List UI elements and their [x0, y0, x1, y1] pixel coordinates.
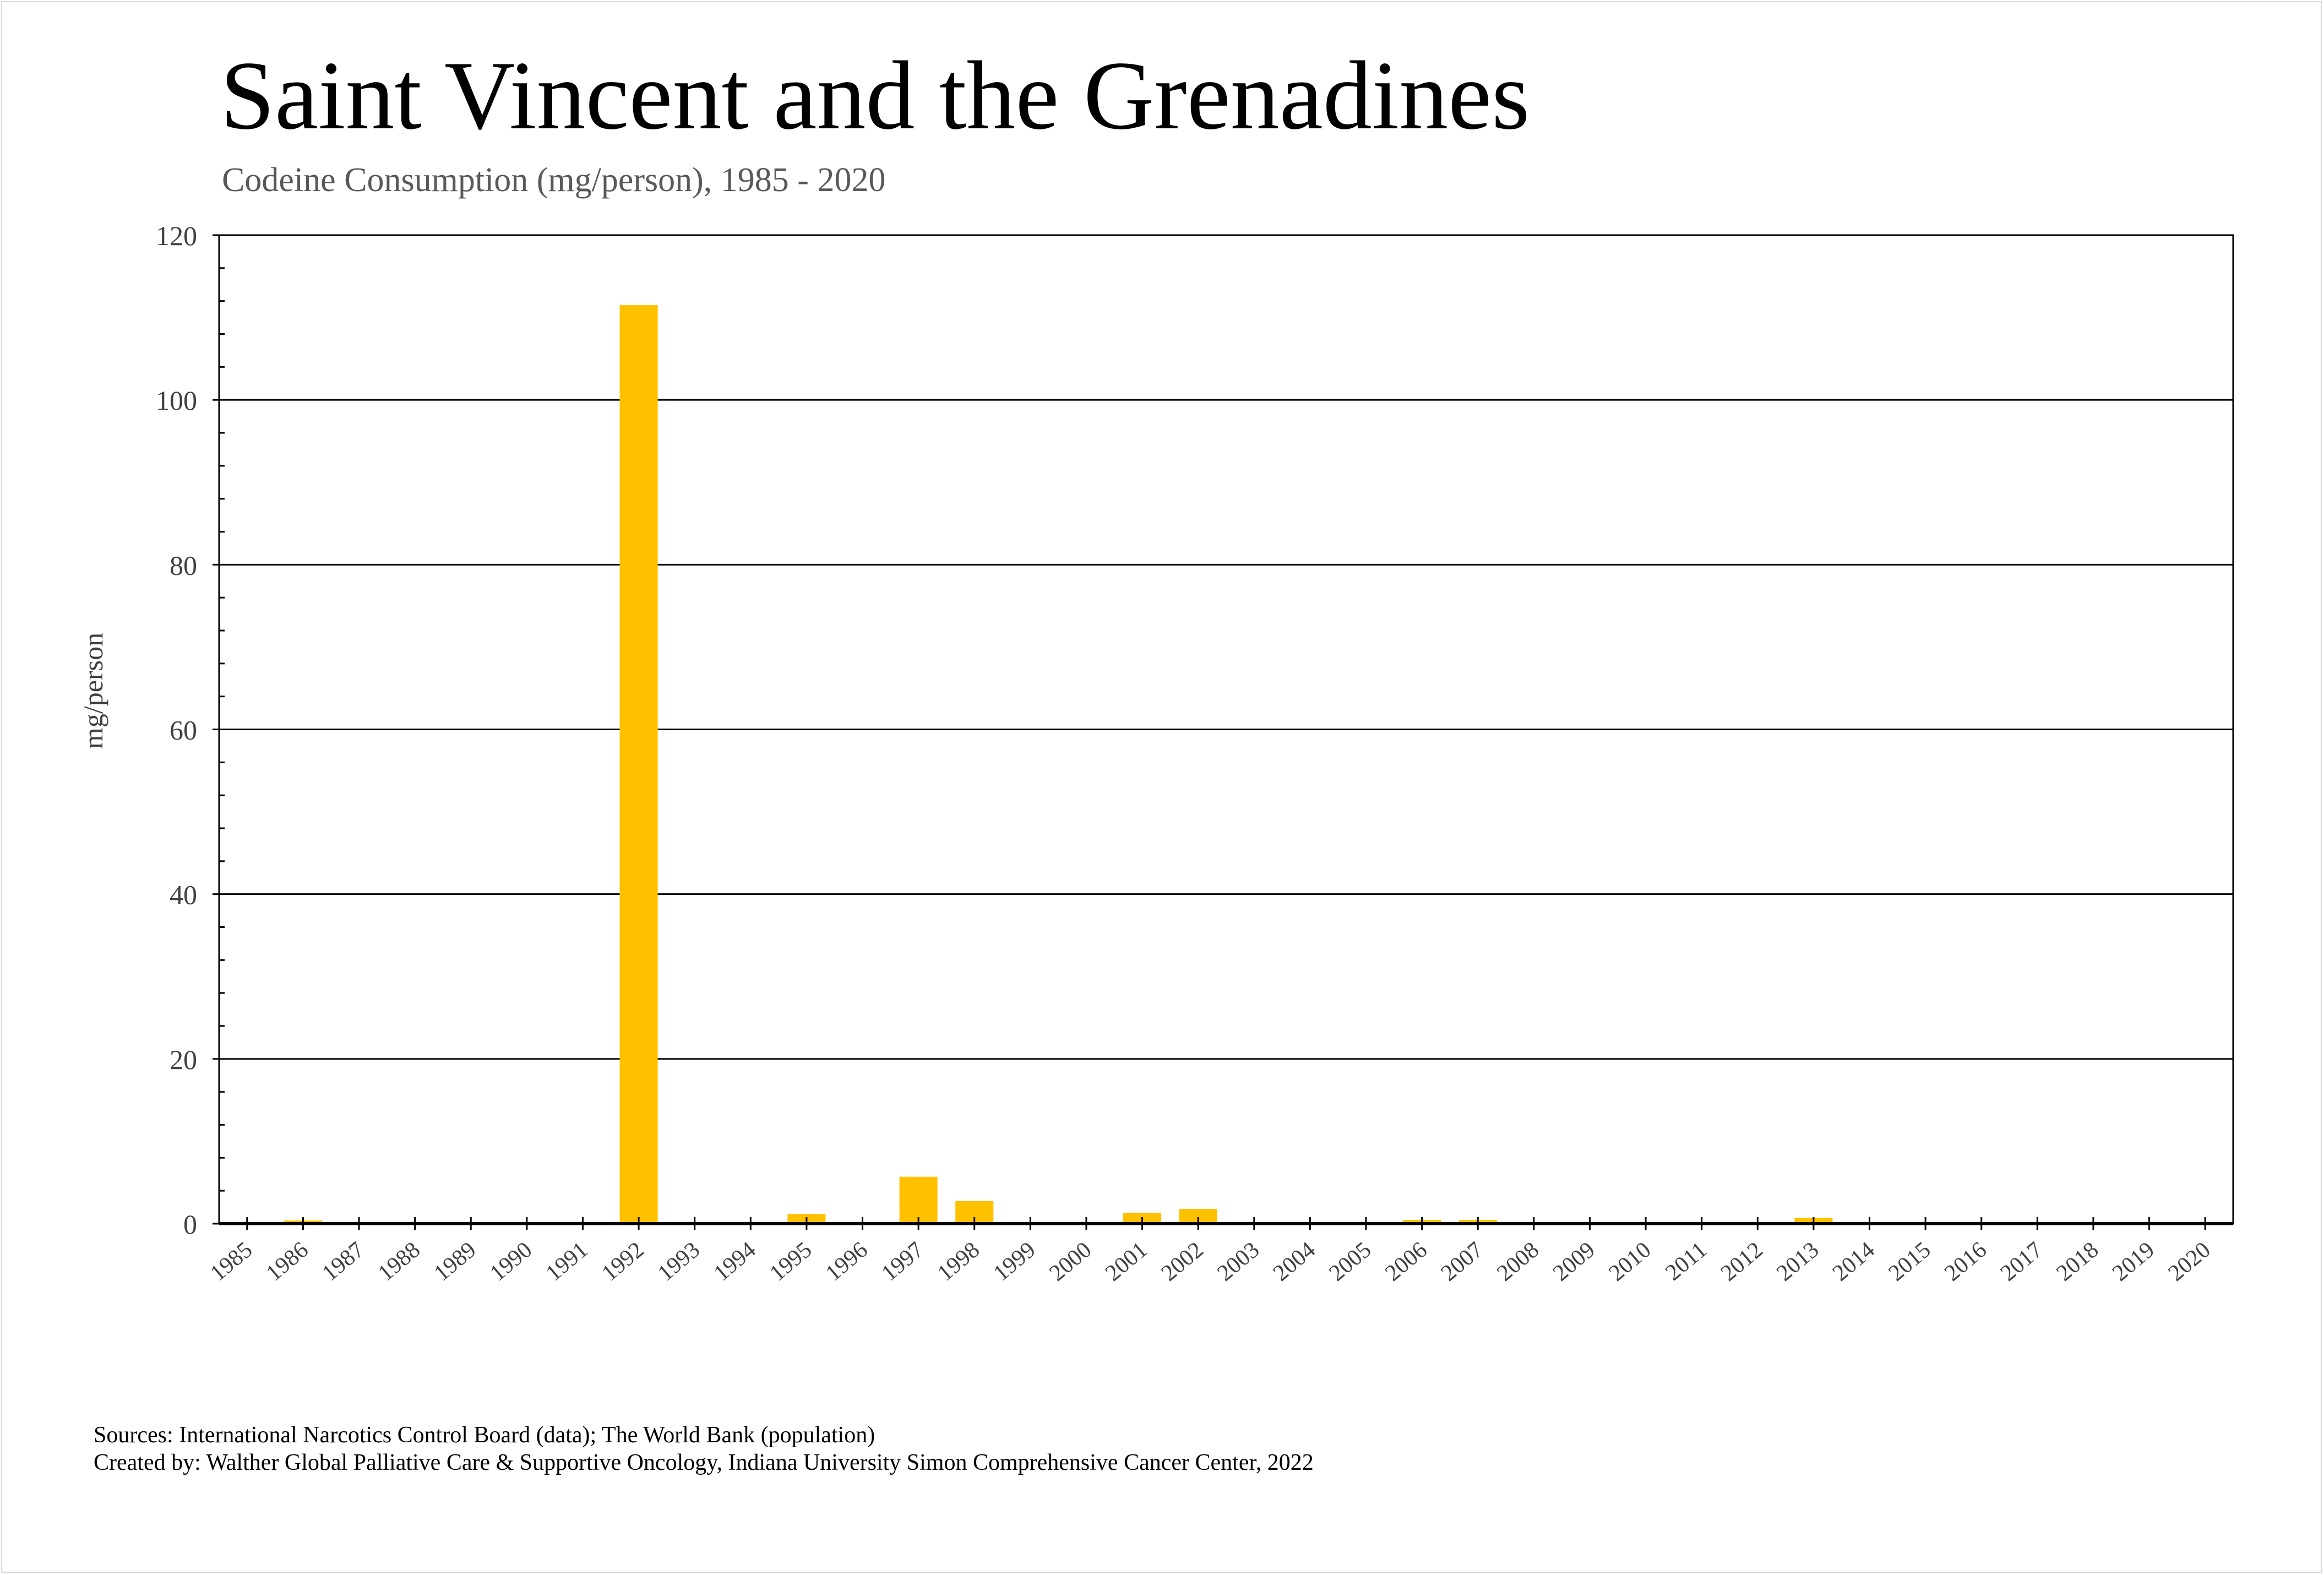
chart-subtitle: Codeine Consumption (mg/person), 1985 - …: [222, 161, 886, 199]
x-tick-label: 1988: [373, 1237, 425, 1286]
bar-1997: [899, 1176, 938, 1224]
y-tick-label: 20: [170, 1044, 197, 1075]
x-tick-label: 2011: [1661, 1237, 1712, 1285]
x-tick-label: 1994: [709, 1237, 761, 1286]
x-tick-label: 2008: [1492, 1237, 1544, 1286]
y-tick-label: 40: [170, 879, 197, 910]
x-tick-label: 2005: [1325, 1237, 1376, 1286]
x-tick-label: 1999: [989, 1237, 1041, 1286]
x-tick-label: 1995: [765, 1237, 817, 1286]
x-tick-label: 2015: [1884, 1237, 1936, 1286]
chart-title: Saint Vincent and the Grenadines: [220, 41, 1530, 150]
x-tick-label: 1997: [877, 1237, 929, 1286]
x-tick-label: 2017: [1996, 1237, 2048, 1286]
x-tick-label: 1990: [485, 1237, 537, 1286]
x-tick-label: 2018: [2051, 1237, 2103, 1286]
x-tick-label: 2014: [1828, 1237, 1880, 1286]
x-tick-label: 2013: [1772, 1237, 1824, 1286]
x-tick-label: 2003: [1212, 1237, 1264, 1286]
y-tick-label: 120: [156, 220, 197, 251]
x-tick-label: 2019: [2108, 1237, 2159, 1286]
y-tick-label: 60: [170, 715, 197, 746]
x-tick-label: 2000: [1044, 1237, 1096, 1286]
x-tick-label: 1993: [653, 1237, 705, 1286]
x-tick-label: 1987: [318, 1237, 369, 1286]
y-tick-label: 100: [156, 385, 197, 416]
x-tick-label: 2010: [1604, 1237, 1656, 1286]
bar-1992: [619, 305, 658, 1224]
x-tick-label: 2006: [1380, 1237, 1432, 1286]
y-tick-label: 80: [170, 550, 197, 580]
x-tick-label: 1989: [429, 1237, 481, 1286]
y-tick-label: 0: [183, 1209, 197, 1240]
x-tick-label: 1996: [821, 1237, 873, 1286]
x-tick-label: 2009: [1548, 1237, 1600, 1286]
x-tick-label: 1991: [541, 1237, 593, 1286]
x-tick-label: 1998: [933, 1237, 984, 1286]
x-tick-label: 2002: [1157, 1237, 1209, 1286]
x-tick-label: 2001: [1101, 1237, 1152, 1286]
x-tick-label: 1992: [597, 1237, 649, 1286]
x-tick-label: 2020: [2164, 1237, 2216, 1286]
x-tick-label: 2007: [1436, 1237, 1488, 1286]
x-tick-label: 2004: [1269, 1237, 1320, 1286]
x-tick-label: 2016: [1940, 1237, 1991, 1286]
x-tick-label: 1986: [262, 1237, 313, 1286]
x-tick-label: 2012: [1716, 1237, 1768, 1286]
x-tick-label: 1985: [205, 1237, 257, 1286]
sources-note: Sources: International Narcotics Control…: [94, 1422, 875, 1448]
credits-note: Created by: Walther Global Palliative Ca…: [94, 1450, 1314, 1475]
